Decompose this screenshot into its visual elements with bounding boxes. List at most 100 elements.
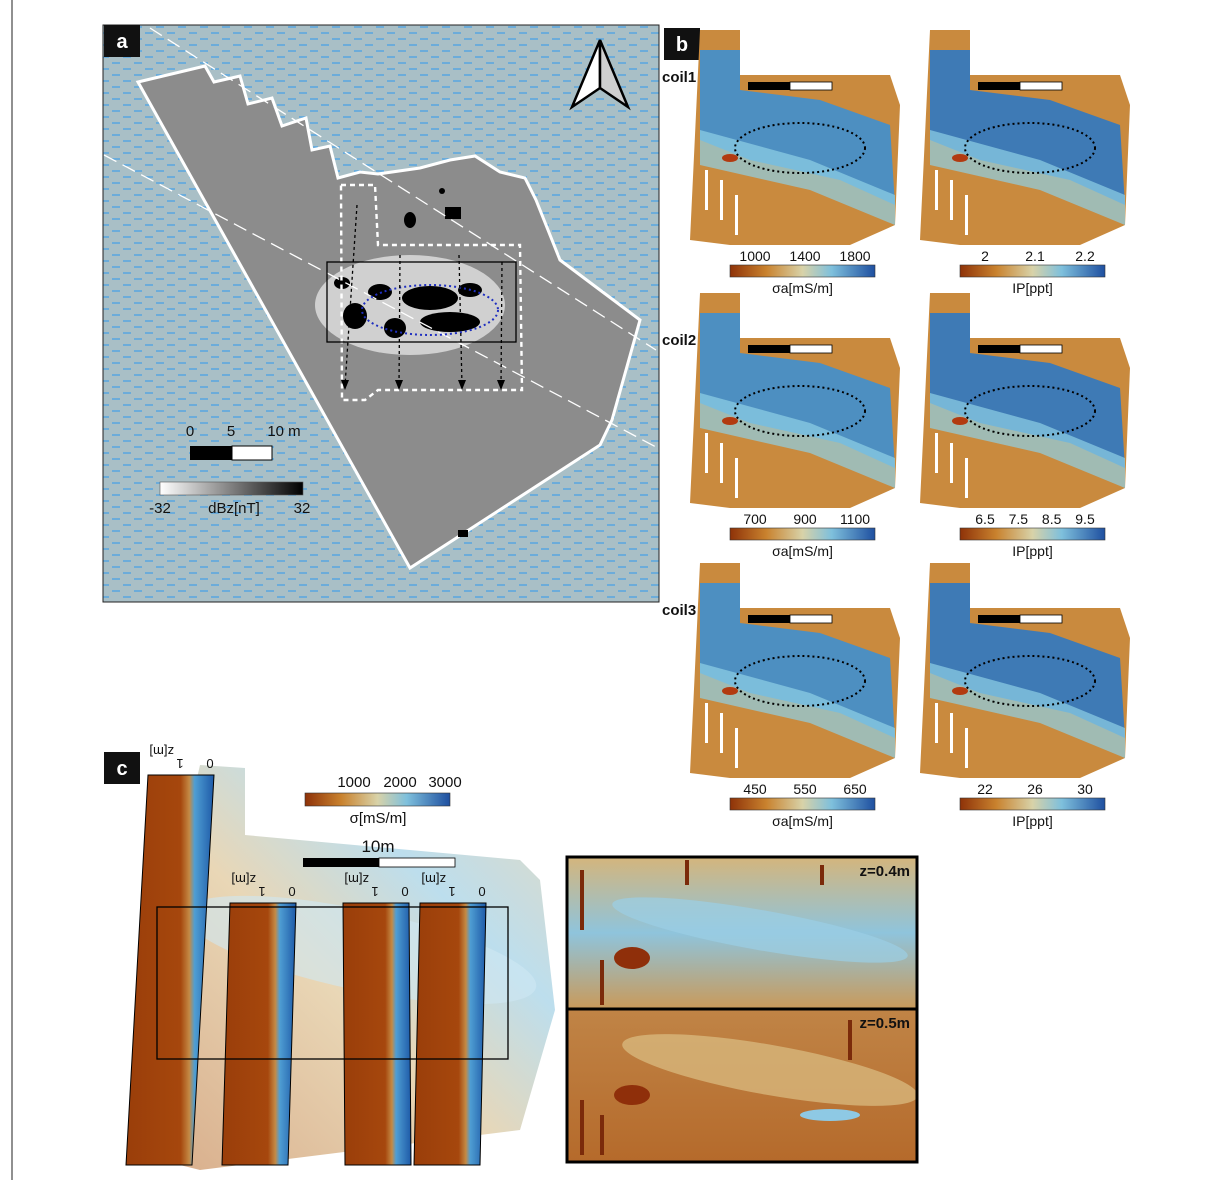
colorbar-tick: 9.5: [1075, 511, 1095, 527]
data-gap: [705, 433, 708, 473]
slice-z04-anomaly: [614, 947, 650, 969]
map-scale-black: [978, 82, 1020, 90]
profile-image: [413, 902, 487, 1166]
transition-band: [700, 663, 895, 758]
ip-colorbar: [959, 264, 1106, 278]
conductive-band: [700, 313, 895, 468]
map-scale-black: [978, 345, 1020, 353]
depth-tick-0: 0: [288, 884, 295, 899]
target-outline: [964, 655, 1096, 707]
zoom-rectangle: [326, 261, 517, 343]
colorbar-tick: 1100: [840, 511, 870, 527]
colorbar-tick: 2.2: [1075, 248, 1095, 264]
panel-a-scale-tick-1: 5: [227, 423, 235, 440]
panel-b-maps: coil1 1000 1400 1800 σa[mS/m] 2 2.1 2.2 IP[ppt] c…: [662, 30, 1130, 829]
slice-z04-label: z=0.4m: [860, 863, 910, 880]
target-outline: [964, 122, 1096, 174]
colorbar-tick: 26: [1027, 781, 1043, 797]
data-gap: [935, 433, 938, 473]
dbz-colorbar-label: dBz[nT]: [208, 500, 260, 517]
profile-arrowheads: [341, 380, 505, 390]
coil3-sigma-map: 450 550 650 σa[mS/m]: [690, 563, 900, 829]
data-gap: [950, 713, 953, 753]
data-gap: [705, 170, 708, 210]
colorbar-label: σa[mS/m]: [772, 280, 833, 296]
target-outline: [964, 385, 1096, 437]
slice-z05-anomaly: [614, 1085, 650, 1105]
data-gap: [950, 443, 953, 483]
coil2-sigma-map: 700 900 1100 σa[mS/m]: [690, 293, 900, 559]
sigma-colorbar-tick-0: 1000: [337, 774, 370, 791]
map-scale-white: [789, 344, 833, 354]
transition-band: [700, 393, 895, 488]
dbz-colorbar-min: -32: [149, 500, 171, 517]
slice-z04-band: [612, 897, 908, 963]
slice-z05-blue-spot: [800, 1109, 860, 1121]
conductive-band: [700, 50, 895, 205]
panel-a-label-box: [104, 25, 140, 57]
reference-lines: [103, 27, 657, 448]
colorbar-label: σa[mS/m]: [772, 543, 833, 559]
data-gap: [935, 703, 938, 743]
map-scale-white: [1019, 344, 1063, 354]
colorbar-tick: 450: [743, 781, 767, 797]
panel-b-label-box: [664, 28, 700, 60]
anomaly-spot: [952, 154, 968, 162]
depth-axis-label: z[m]: [149, 744, 174, 759]
colorbar-tick: 6.5: [975, 511, 995, 527]
depth-tick-0: 0: [401, 884, 408, 899]
colorbar-tick: 550: [793, 781, 817, 797]
depth-tick-1: 1: [258, 884, 265, 899]
conductive-band: [700, 583, 895, 738]
sigma-colorbar-tick-1: 2000: [383, 774, 416, 791]
colorbar-tick: 1000: [739, 248, 770, 264]
sigma-colorbar: [729, 527, 876, 541]
ip-colorbar: [959, 527, 1106, 541]
panel-c-scale-label: 10m: [361, 837, 394, 856]
anomaly-spot: [722, 154, 738, 162]
scale-bar-white: [231, 445, 273, 461]
colorbar-tick: 30: [1077, 781, 1093, 797]
coil-label-1: coil1: [662, 69, 696, 86]
ip-colorbar: [959, 797, 1106, 811]
anomaly-spot: [722, 687, 738, 695]
sigma-colorbar: [304, 792, 451, 807]
colorbar-tick: 700: [743, 511, 767, 527]
panel-a-scale-tick-2: 10 m: [267, 423, 300, 440]
data-gap: [935, 170, 938, 210]
depth-tick-1: 1: [176, 756, 183, 771]
map-scale-black: [978, 615, 1020, 623]
transition-band: [700, 130, 895, 225]
profile-arrows: [344, 204, 503, 387]
data-gap: [735, 458, 738, 498]
depth-axis-label: z[m]: [231, 872, 256, 887]
colorbar-label: IP[ppt]: [1012, 280, 1052, 296]
map-scale-white: [1019, 614, 1063, 624]
colorbar-tick: 22: [977, 781, 993, 797]
colorbar-tick: 1800: [839, 248, 870, 264]
colorbar-tick: 1400: [789, 248, 820, 264]
panel-c-scale-white: [378, 857, 456, 868]
coil3-ip-map: 22 26 30 IP[ppt]: [920, 563, 1130, 829]
panel-c-label: c: [116, 758, 127, 780]
data-gap: [965, 458, 968, 498]
depth-profile-1: z[m]1 0: [125, 744, 215, 1166]
sigma-colorbar-label: σ[mS/m]: [350, 810, 407, 827]
data-gap: [950, 180, 953, 220]
conductive-band: [930, 50, 1125, 205]
map-scale-white: [789, 614, 833, 624]
dbz-colorbar-max: 32: [294, 500, 311, 517]
coil-label-2: coil2: [662, 332, 696, 349]
magnetic-anomalies: [334, 188, 482, 537]
panel-a-scale-tick-0: 0: [186, 423, 194, 440]
map-scale-black: [748, 615, 790, 623]
slice-z05-label: z=0.5m: [860, 1015, 910, 1032]
conductive-band: [930, 313, 1125, 468]
depth-axis-label: z[m]: [421, 872, 446, 887]
dbz-colorbar: [159, 481, 304, 496]
map-scale-white: [789, 81, 833, 91]
colorbar-label: IP[ppt]: [1012, 813, 1052, 829]
depth-profiles: z[m]1 0z[m]1 0z[m]1 0z[m]1 0: [125, 744, 487, 1166]
slice-data-gaps: [580, 860, 852, 1155]
colorbar-tick: 2: [981, 248, 989, 264]
